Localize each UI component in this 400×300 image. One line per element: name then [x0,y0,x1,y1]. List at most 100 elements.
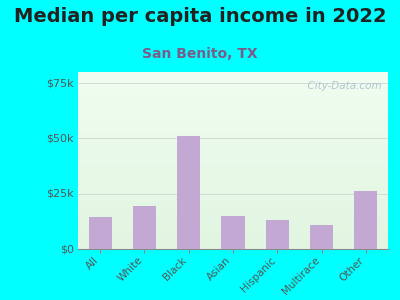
Text: Multirace: Multirace [280,255,322,296]
Bar [78,179,388,180]
Bar [78,103,388,104]
Bar [78,172,388,173]
Bar [78,162,388,163]
Bar [78,95,388,96]
Bar [78,207,388,208]
Text: City-Data.com: City-Data.com [301,81,382,91]
Bar [78,231,388,232]
Bar [78,93,388,94]
Bar [78,74,388,75]
Bar [78,195,388,196]
Bar [78,244,388,245]
Bar [78,78,388,79]
Bar [78,226,388,227]
Bar [78,106,388,107]
Bar [78,167,388,168]
Bar [133,206,156,249]
Text: Asian: Asian [206,255,233,282]
Bar [78,180,388,181]
Bar [78,169,388,170]
Bar [78,135,388,136]
Bar [78,225,388,226]
Bar [78,217,388,218]
Bar [78,222,388,223]
Bar [78,173,388,174]
Bar [78,82,388,83]
Bar [78,199,388,200]
Bar [310,225,333,249]
Bar [78,120,388,121]
Bar [78,242,388,243]
Bar [78,182,388,183]
Bar [78,84,388,85]
Bar [78,203,388,204]
Text: Hispanic: Hispanic [239,255,277,294]
Bar [78,213,388,214]
Bar [78,187,388,188]
Bar [78,211,388,212]
Bar [78,142,388,143]
Bar [78,154,388,155]
Bar [78,100,388,101]
Bar [78,159,388,160]
Bar [78,229,388,230]
Bar [78,190,388,191]
Bar [78,164,388,165]
Bar [78,208,388,209]
Bar [78,137,388,138]
Bar [78,241,388,242]
Bar [78,98,388,99]
Bar [78,247,388,248]
Bar [78,153,388,154]
Text: Median per capita income in 2022: Median per capita income in 2022 [14,8,386,26]
Bar [78,116,388,117]
Bar [78,122,388,123]
Bar [78,192,388,193]
Bar [78,91,388,92]
Bar [78,204,388,205]
Bar [78,198,388,199]
Text: $75k: $75k [46,78,74,88]
Bar [78,246,388,247]
Bar [78,126,388,127]
Bar [78,105,388,106]
Bar [78,156,388,157]
Bar [78,145,388,146]
Text: $25k: $25k [46,189,74,199]
Bar [78,223,388,224]
Bar [78,148,388,149]
Bar [78,110,388,111]
Bar [78,243,388,244]
Bar [78,206,388,207]
Bar [78,109,388,110]
Bar [78,233,388,234]
Bar [78,238,388,239]
Bar [78,174,388,175]
Bar [78,227,388,228]
Bar [78,131,388,132]
Bar [78,157,388,158]
Bar [78,158,388,159]
Bar [78,139,388,140]
Bar [78,80,388,81]
Bar [78,186,388,187]
Bar [78,140,388,141]
Bar [78,111,388,112]
Bar [78,132,388,133]
Bar [78,166,388,167]
Bar [78,171,388,172]
Bar [78,151,388,152]
Bar [78,123,388,124]
Bar [78,138,388,139]
Bar [78,104,388,105]
Bar [78,115,388,116]
Text: San Benito, TX: San Benito, TX [142,46,258,61]
Bar [78,248,388,249]
Bar [78,85,388,86]
Bar [78,214,388,215]
Bar [78,147,388,148]
Bar [78,163,388,164]
Bar [78,202,388,203]
Text: Black: Black [162,255,189,282]
Bar [78,72,388,73]
